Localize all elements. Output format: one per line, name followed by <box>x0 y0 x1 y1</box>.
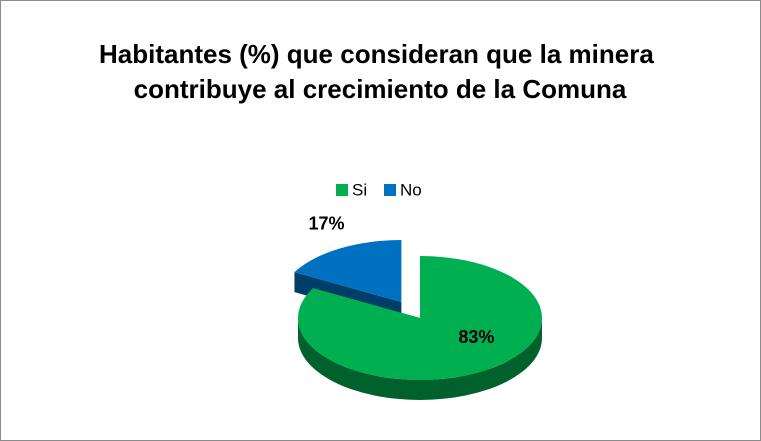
data-label: 83% <box>458 327 494 347</box>
legend-swatch <box>384 184 396 196</box>
data-label: 17% <box>309 213 345 233</box>
legend-label: Si <box>352 180 367 199</box>
slice-side <box>298 318 542 400</box>
legend-label: No <box>400 180 422 199</box>
slice <box>298 256 542 380</box>
chart-title: Habitantes (%) que consideran que la min… <box>99 39 661 104</box>
legend-swatch <box>336 184 348 196</box>
slice <box>294 239 402 302</box>
